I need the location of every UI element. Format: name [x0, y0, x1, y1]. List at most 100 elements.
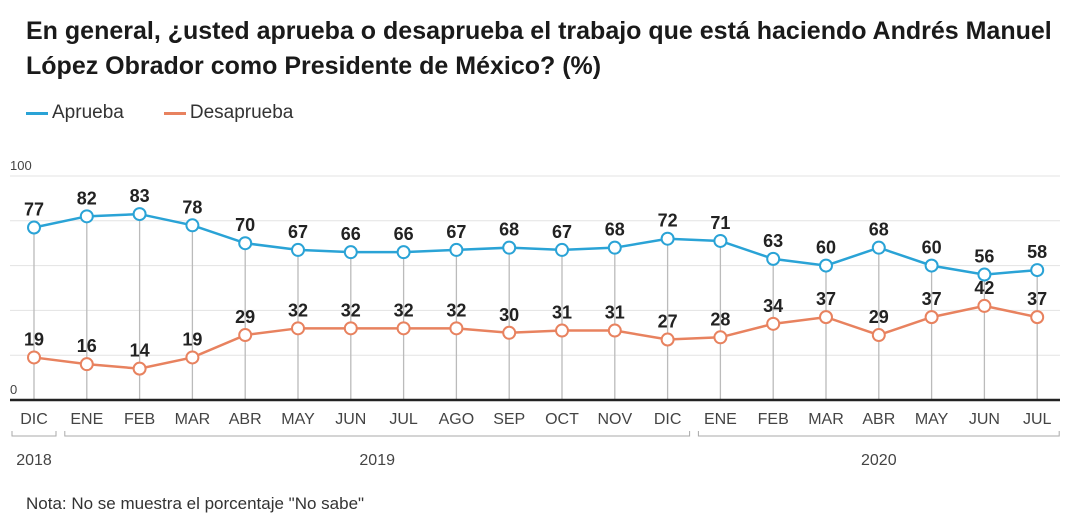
- legend-item-aprueba: Aprueba: [26, 102, 124, 124]
- data-point: [185, 218, 200, 233]
- data-label: 82: [77, 188, 97, 208]
- data-point: [79, 209, 94, 224]
- data-point: [291, 242, 305, 257]
- x-tick-label: NOV: [597, 411, 632, 428]
- data-label: 63: [763, 231, 783, 251]
- x-tick-label: OCT: [545, 411, 579, 428]
- year-bracket: [697, 431, 1060, 437]
- x-tick-label: DIC: [654, 411, 682, 428]
- data-point: [713, 233, 728, 248]
- data-label: 32: [288, 300, 308, 320]
- legend-item-desaprueba: Desaprueba: [163, 102, 293, 124]
- year-bracket: [11, 431, 57, 437]
- data-point: [871, 328, 886, 343]
- x-tick-label: ENE: [70, 411, 103, 428]
- x-tick-label: ABR: [862, 411, 895, 428]
- data-label: 56: [974, 247, 994, 267]
- x-tick-label: AGO: [439, 411, 475, 428]
- data-point: [977, 298, 992, 313]
- legend-label: Aprueba: [52, 102, 124, 123]
- data-point: [819, 310, 833, 325]
- data-point: [343, 321, 358, 336]
- x-tick-label: SEP: [493, 411, 525, 428]
- data-label: 67: [552, 222, 572, 242]
- year-label: 2019: [359, 452, 395, 469]
- data-label: 60: [816, 238, 836, 258]
- data-point: [185, 350, 200, 365]
- data-label: 31: [552, 303, 572, 323]
- data-point: [238, 328, 253, 343]
- data-point: [871, 240, 886, 255]
- data-label: 29: [869, 307, 889, 327]
- data-label: 68: [499, 220, 519, 240]
- data-point: [502, 240, 517, 255]
- data-point: [449, 242, 464, 257]
- data-point: [819, 258, 833, 273]
- x-tick-label: MAY: [915, 411, 949, 428]
- data-point: [555, 323, 569, 338]
- chart-title: En general, ¿usted aprueba o desaprueba …: [26, 17, 1052, 80]
- legend-swatch: [163, 111, 186, 115]
- data-label: 29: [235, 307, 255, 327]
- x-tick-label: ABR: [229, 411, 262, 428]
- data-label: 32: [341, 300, 361, 320]
- year-label: 2018: [16, 452, 52, 469]
- data-label: 31: [605, 303, 625, 323]
- data-point: [977, 267, 992, 282]
- x-tick-label: JUL: [389, 411, 418, 428]
- data-point: [291, 321, 305, 336]
- data-label: 42: [974, 278, 994, 298]
- data-point: [27, 220, 41, 235]
- data-label: 70: [235, 215, 255, 235]
- x-tick-label: MAR: [175, 411, 211, 428]
- data-point: [607, 240, 622, 255]
- data-point: [132, 207, 147, 222]
- data-label: 14: [130, 341, 150, 361]
- data-label: 37: [922, 289, 942, 309]
- data-point: [132, 361, 147, 376]
- data-point: [660, 231, 675, 246]
- data-point: [396, 245, 411, 260]
- data-label: 67: [446, 222, 466, 242]
- data-point: [27, 350, 41, 365]
- data-point: [713, 330, 728, 345]
- x-tick-label: DIC: [20, 411, 48, 428]
- data-label: 27: [658, 312, 678, 332]
- data-label: 19: [24, 329, 44, 349]
- data-label: 37: [816, 289, 836, 309]
- data-point: [766, 316, 781, 331]
- data-point: [1030, 263, 1045, 278]
- data-label: 83: [130, 186, 150, 206]
- data-label: 58: [1027, 242, 1047, 262]
- data-label: 67: [288, 222, 308, 242]
- data-label: 66: [341, 224, 361, 244]
- data-label: 16: [77, 336, 97, 356]
- data-point: [79, 357, 94, 372]
- data-label: 60: [922, 238, 942, 258]
- chart-note: Nota: No se muestra el porcentaje "No sa…: [26, 494, 365, 513]
- data-label: 78: [182, 197, 202, 217]
- year-label: 2020: [861, 452, 897, 469]
- data-label: 28: [710, 309, 730, 329]
- data-label: 37: [1027, 289, 1047, 309]
- data-point: [607, 323, 622, 338]
- data-point: [396, 321, 411, 336]
- data-point: [343, 245, 358, 260]
- data-point: [449, 321, 464, 336]
- data-label: 72: [658, 211, 678, 231]
- data-label: 19: [182, 329, 202, 349]
- data-label: 34: [763, 296, 783, 316]
- data-label: 77: [24, 200, 44, 220]
- x-tick-label: FEB: [124, 411, 155, 428]
- x-tick-label: ENE: [704, 411, 737, 428]
- year-bracket: [64, 431, 691, 437]
- data-label: 71: [710, 213, 730, 233]
- data-label: 32: [394, 300, 414, 320]
- data-label: 68: [869, 220, 889, 240]
- data-label: 30: [499, 305, 519, 325]
- data-point: [924, 310, 939, 325]
- series-line-desaprueba: [33, 304, 1038, 370]
- x-tick-label: JUL: [1023, 411, 1052, 428]
- x-tick-label: JUN: [969, 411, 1000, 428]
